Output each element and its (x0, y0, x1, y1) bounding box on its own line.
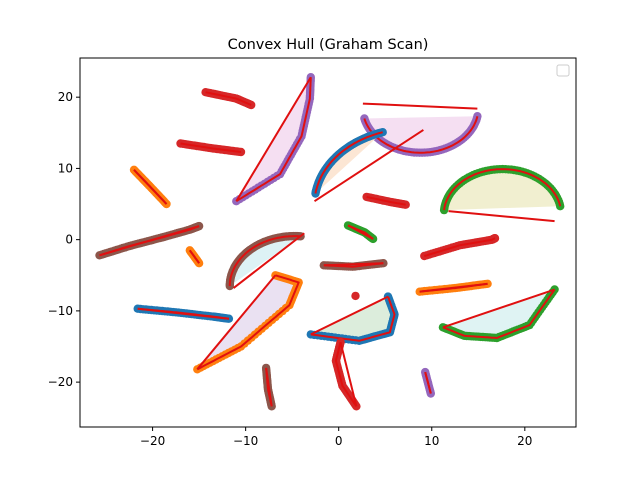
point-cluster (129, 165, 171, 209)
hull-edge (196, 274, 300, 371)
hull-closing-edge (137, 307, 230, 320)
hull-edge (314, 131, 383, 194)
hull-closing-edge (196, 274, 277, 370)
hull-closing-edge (265, 367, 273, 407)
hull-edge (424, 237, 496, 257)
point-cluster (331, 338, 361, 411)
point-cluster (95, 221, 204, 260)
point-cluster (343, 221, 378, 244)
point-cluster (319, 259, 388, 271)
axis-ticks: −20 −10 0 10 20 −20 −10 0 10 20 (48, 90, 533, 448)
y-tick-label: 0 (65, 233, 73, 247)
hull-edge (334, 341, 358, 407)
hull-fill (310, 296, 395, 341)
hull-closing-edge (323, 262, 384, 267)
x-tick-label: 10 (424, 434, 439, 448)
hull-fill (315, 132, 383, 194)
point-cluster (261, 363, 276, 411)
point-cluster (362, 192, 410, 209)
hull-closing-edge (419, 282, 488, 293)
hull-fill (197, 275, 299, 370)
point-cluster (306, 292, 399, 345)
hull-closing-edge (99, 225, 200, 257)
hull-edge (180, 142, 242, 153)
hull-closing-edge (424, 371, 432, 394)
hull-closing-edge (362, 102, 478, 110)
point-cluster (225, 231, 305, 291)
hull-closing-edge (313, 129, 424, 203)
hull-closing-edge (310, 295, 389, 336)
scatter-point (439, 205, 449, 215)
x-tick-label: −20 (140, 434, 165, 448)
legend-box (556, 64, 570, 77)
axes-frame (79, 57, 577, 428)
chart-title: Convex Hull (Graham Scan) (228, 37, 429, 53)
point-cluster (185, 246, 204, 268)
hull-closing-edge (235, 76, 312, 202)
point-cluster (360, 102, 482, 157)
hull-edge (235, 77, 312, 203)
plot-area (95, 73, 565, 411)
point-cluster (438, 285, 559, 343)
point-cluster (176, 139, 246, 157)
point-cluster (420, 234, 500, 261)
point-cluster (133, 304, 234, 323)
hull-edge (443, 168, 562, 211)
y-tick-label: −10 (48, 304, 73, 318)
point-cluster (351, 291, 360, 301)
hull-closing-edge (188, 249, 200, 264)
hull-closing-edge (442, 288, 555, 329)
point-cluster (201, 88, 256, 110)
y-tick-label: −20 (48, 375, 73, 389)
point-cluster (193, 271, 303, 374)
hull-closing-edge (347, 224, 374, 240)
hull-closing-edge (133, 169, 168, 205)
point-cluster (311, 128, 424, 203)
point-cluster (439, 164, 565, 223)
hull-edge (228, 235, 301, 286)
point-cluster (421, 367, 435, 398)
hull-edge (366, 195, 406, 206)
hull-closing-edge (448, 210, 555, 223)
x-tick-label: 20 (517, 434, 532, 448)
hull-closing-edge (232, 232, 305, 289)
point-cluster (415, 279, 492, 296)
y-tick-label: 20 (58, 90, 73, 104)
hull-fill (444, 169, 561, 211)
y-tick-label: 10 (58, 161, 73, 175)
hull-closing-edge (339, 341, 358, 407)
hull-edge (310, 296, 396, 342)
x-tick-label: 0 (335, 434, 343, 448)
point-cluster (232, 73, 315, 206)
x-tick-label: −10 (233, 434, 258, 448)
hull-edge (442, 288, 556, 339)
hull-edge (205, 91, 252, 106)
scatter-point (351, 291, 360, 301)
